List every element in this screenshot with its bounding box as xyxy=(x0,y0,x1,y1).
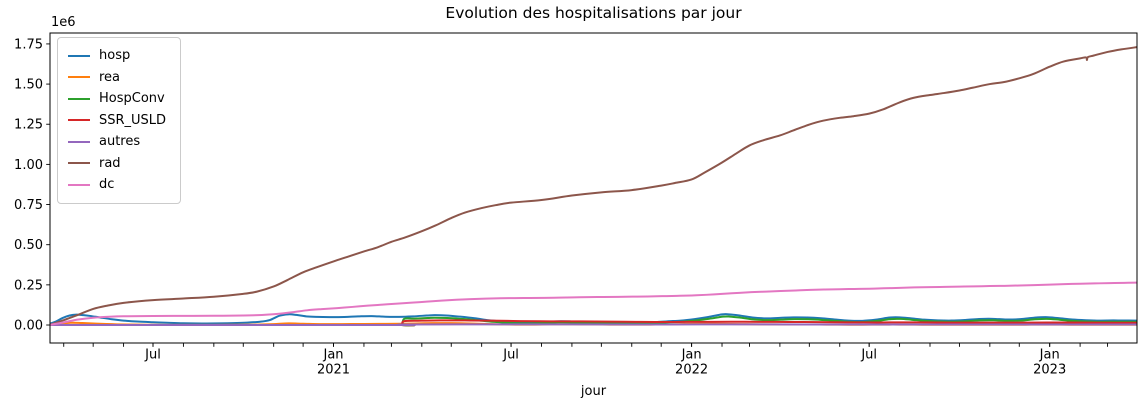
rea-line-swatch xyxy=(68,76,90,79)
plot-border xyxy=(49,32,1138,344)
legend-label-dc: dc xyxy=(99,177,115,193)
series-line-HospConv xyxy=(50,315,1137,327)
x-tick-label: Jan xyxy=(681,348,702,363)
legend-item-SSR_USLD: SSR_USLD xyxy=(68,110,166,132)
y-tick-label: 0.75 xyxy=(14,198,43,213)
chart-title: Evolution des hospitalisations par jour xyxy=(445,4,742,22)
legend-label-SSR_USLD: SSR_USLD xyxy=(99,112,167,128)
legend-item-rad: rad xyxy=(68,153,166,175)
SSR_USLD-line-swatch xyxy=(68,119,90,122)
x-tick-label: Jan xyxy=(1039,348,1060,363)
x-tick-year-label: 2021 xyxy=(317,363,350,378)
hosp-line-swatch xyxy=(68,54,90,57)
legend-label-autres: autres xyxy=(99,134,141,150)
legend-item-rea: rea xyxy=(68,67,166,89)
y-tick-label: 0.00 xyxy=(14,319,43,334)
y-tick-label: 1.50 xyxy=(14,78,43,93)
y-axis-offset-label: 1e6 xyxy=(51,15,76,30)
x-tick-year-label: 2023 xyxy=(1033,363,1066,378)
dc-line-swatch xyxy=(68,183,90,186)
x-tick-year-label: 2022 xyxy=(675,363,708,378)
series-lines xyxy=(50,46,1137,327)
rad-line-swatch xyxy=(68,162,90,165)
series-line-rad xyxy=(50,46,1137,326)
autres-line-swatch xyxy=(68,140,90,143)
series-line-SSR_USLD xyxy=(50,319,1137,327)
x-axis-label: jour xyxy=(580,384,607,399)
y-tick-label: 1.25 xyxy=(14,118,43,133)
y-tick-label: 1.00 xyxy=(14,158,43,173)
legend-label-hosp: hosp xyxy=(99,48,131,64)
legend-label-HospConv: HospConv xyxy=(99,91,165,107)
legend-label-rea: rea xyxy=(99,69,121,85)
y-tick-label: 0.50 xyxy=(14,238,43,253)
HospConv-line-swatch xyxy=(68,97,90,100)
x-tick-label: Jul xyxy=(144,348,161,363)
y-tick-label: 1.75 xyxy=(14,37,43,52)
legend-item-autres: autres xyxy=(68,131,166,153)
legend-item-HospConv: HospConv xyxy=(68,88,166,110)
legend-item-dc: dc xyxy=(68,174,166,196)
series-line-dc xyxy=(50,281,1137,326)
x-tick-label: Jul xyxy=(860,348,877,363)
x-tick-label: Jul xyxy=(502,348,519,363)
legend-label-rad: rad xyxy=(99,155,121,171)
axis-ticks xyxy=(46,43,1109,347)
legend-item-hosp: hosp xyxy=(68,45,166,67)
series-line-autres xyxy=(50,323,1137,327)
x-tick-label: Jan xyxy=(322,348,343,363)
y-tick-label: 0.25 xyxy=(14,278,43,293)
